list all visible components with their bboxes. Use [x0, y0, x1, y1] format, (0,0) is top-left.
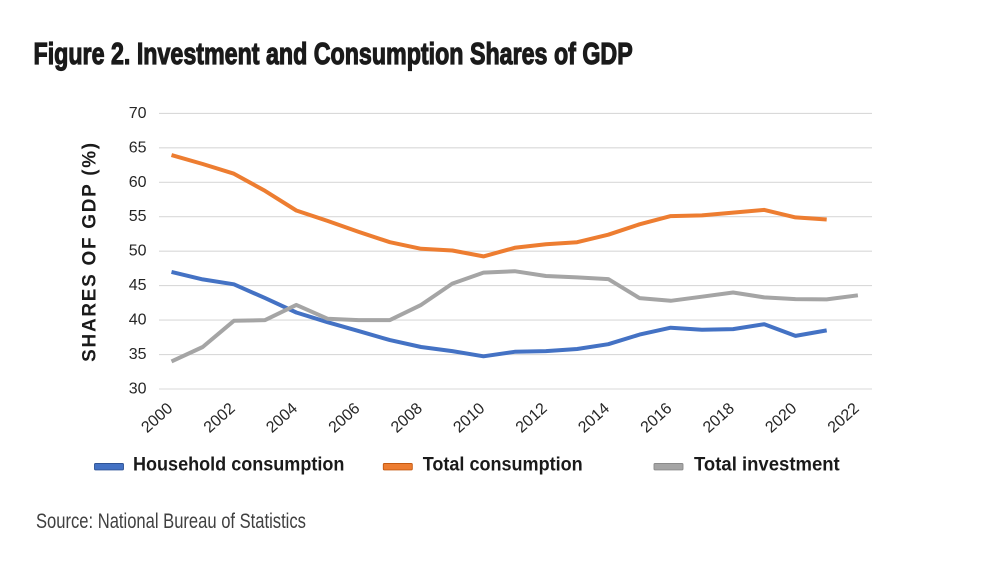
- svg-text:70: 70: [129, 105, 147, 122]
- svg-text:30: 30: [129, 381, 147, 398]
- svg-text:35: 35: [129, 346, 147, 363]
- svg-text:45: 45: [129, 277, 147, 294]
- svg-text:40: 40: [129, 312, 147, 329]
- svg-text:60: 60: [129, 174, 147, 191]
- svg-text:55: 55: [129, 208, 147, 225]
- svg-text:50: 50: [129, 243, 147, 260]
- svg-text:65: 65: [129, 139, 147, 156]
- svg-text:SHARES OF GDP (%): SHARES OF GDP (%): [80, 141, 101, 362]
- svg-text:Total investment: Total investment: [694, 453, 840, 474]
- svg-text:Source: National Bureau of Sta: Source: National Bureau of Statistics: [36, 510, 306, 533]
- svg-text:Figure 2. Investment and Consu: Figure 2. Investment and Consumption Sha…: [34, 36, 633, 71]
- svg-text:Household consumption: Household consumption: [133, 453, 344, 475]
- svg-text:Total consumption: Total consumption: [423, 453, 583, 475]
